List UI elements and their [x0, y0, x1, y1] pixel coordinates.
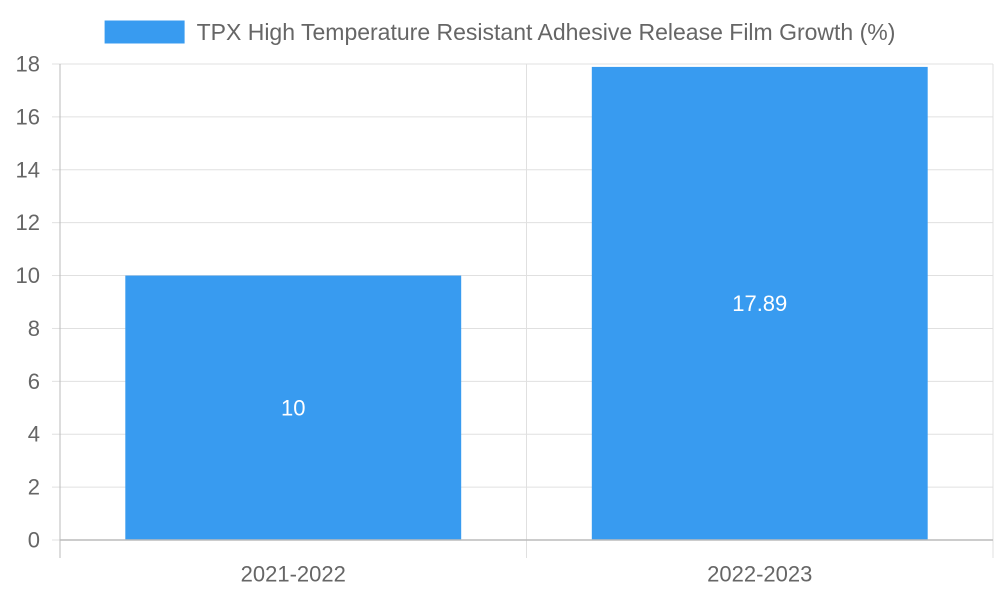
- legend-label[interactable]: TPX High Temperature Resistant Adhesive …: [197, 19, 896, 45]
- labels: 0 2 4 6 8 10 12 14 16 18 10 2021-2022 17.89 2022-2023: [16, 52, 813, 587]
- data-label: 17.89: [732, 291, 787, 316]
- legend[interactable]: TPX High Temperature Resistant Adhesive …: [104, 19, 896, 45]
- y-tick-label: 4: [28, 422, 40, 447]
- bars: [125, 66, 928, 541]
- y-tick-label: 6: [28, 369, 40, 394]
- bar-2022-2023: [591, 66, 928, 541]
- y-tick-label: 18: [16, 52, 40, 77]
- y-tick-label: 12: [16, 210, 40, 235]
- y-tick-label: 16: [16, 104, 40, 129]
- y-tick-label: 10: [16, 263, 40, 288]
- y-tick-label: 14: [16, 157, 40, 182]
- bar-2021-2022: [125, 275, 462, 540]
- legend-swatch[interactable]: [104, 20, 185, 44]
- y-tick-label: 8: [28, 316, 40, 341]
- data-label: 10: [281, 395, 305, 420]
- axes: [59, 64, 993, 558]
- x-tick-label: 2021-2022: [241, 562, 346, 587]
- y-tick-label: 0: [28, 528, 40, 553]
- x-tick-label: 2022-2023: [707, 562, 812, 587]
- y-tick-label: 2: [28, 475, 40, 500]
